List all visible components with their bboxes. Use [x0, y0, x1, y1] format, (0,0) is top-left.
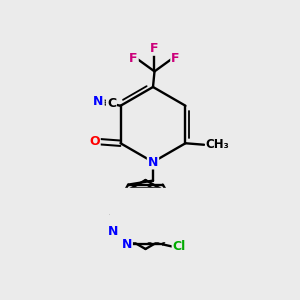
Text: Cl: Cl [172, 240, 186, 253]
Text: F: F [171, 52, 180, 65]
Text: F: F [150, 42, 159, 55]
Text: N: N [108, 225, 119, 238]
Polygon shape [110, 188, 189, 241]
Text: N: N [148, 155, 158, 169]
Text: N: N [122, 238, 132, 251]
Text: F: F [129, 52, 138, 65]
Text: C: C [107, 98, 116, 110]
Text: CH₃: CH₃ [206, 138, 229, 151]
Text: O: O [89, 135, 100, 148]
Text: N: N [93, 95, 104, 108]
